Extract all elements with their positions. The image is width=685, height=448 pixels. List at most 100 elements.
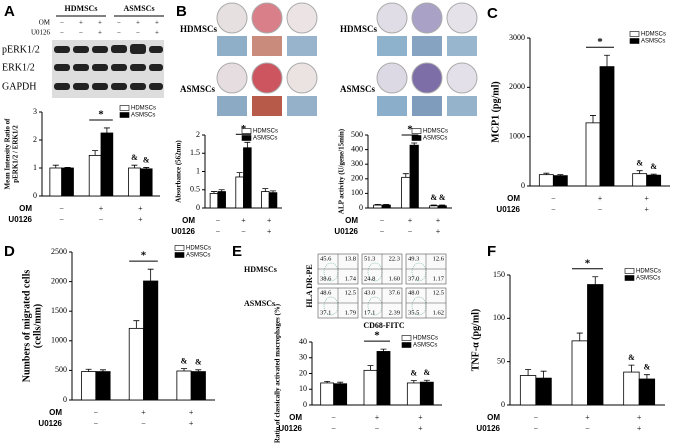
condition-sign: +	[598, 194, 603, 203]
y-axis-label: Absorbance (562nm)	[175, 140, 183, 203]
bar	[333, 383, 348, 406]
y-tick-label: 0	[521, 181, 525, 190]
bar	[128, 327, 144, 401]
condition-sign: +	[189, 419, 194, 428]
bar	[235, 176, 244, 209]
y-tick-label: 0	[63, 395, 67, 404]
condition-name: U0126	[496, 205, 520, 214]
significance-label: *	[597, 36, 603, 48]
legend-label: HDMSCs	[186, 246, 211, 252]
significance-mark: &	[439, 193, 446, 202]
quadrant-value: 48.0	[408, 289, 419, 296]
legend-swatch	[119, 112, 130, 118]
y-axis-label: MCP1 (pg/ml)	[490, 81, 501, 142]
flow-xlabel: CD68-FITC	[363, 321, 405, 330]
condition-name: OM	[19, 204, 32, 213]
condition-name: U0126	[171, 227, 195, 236]
y-tick-label: 500	[55, 365, 67, 374]
error-bar	[592, 276, 599, 285]
error-bar	[430, 204, 437, 206]
legend-label: HDMSCs	[131, 106, 156, 112]
quadrant-value: 37.0	[408, 275, 419, 282]
significance-label: *	[585, 257, 591, 269]
bar	[49, 167, 63, 197]
legend-swatch	[401, 335, 412, 341]
y-axis-label: Ratio of classically activated macrophag…	[274, 303, 282, 443]
bar	[143, 280, 159, 401]
staining-label: ASMSCs	[340, 84, 376, 94]
significance-mark: &	[650, 162, 657, 171]
significance-mark: &	[143, 155, 150, 164]
error-bar	[540, 370, 547, 379]
bar	[381, 204, 391, 209]
bar	[552, 175, 568, 187]
quadrant-value: 12.5	[345, 289, 356, 296]
legend-label: ASMSCs	[423, 136, 447, 142]
staining-label: HDMSCs	[180, 24, 217, 34]
panel-label: F	[487, 243, 496, 260]
y-tick-label: 2000	[509, 82, 525, 91]
error-bar	[337, 381, 344, 384]
quadrant-value: 45.6	[320, 255, 332, 262]
condition-name: OM	[49, 408, 62, 417]
bar	[623, 371, 640, 406]
error-bar	[650, 173, 657, 176]
flow-ylabel: HLA DR-PE	[305, 264, 314, 307]
y-tick-label: 0	[501, 400, 505, 409]
condition-sign: −	[331, 413, 336, 422]
bar	[429, 205, 439, 209]
y-tick-label: 0.5	[190, 185, 200, 194]
y-axis-label: Mean Intensity Ratio of	[4, 118, 12, 190]
bar	[139, 168, 153, 197]
legend-swatch	[174, 245, 185, 251]
y-tick-label: 1000	[509, 131, 525, 140]
condition-sign: −	[408, 227, 413, 236]
quadrant-value: 12.5	[433, 289, 444, 296]
condition-sign: +	[138, 215, 143, 224]
significance-mark: &	[131, 153, 138, 162]
blot-row-label: OM	[39, 19, 51, 27]
blot-row-label: U0126	[31, 29, 51, 37]
significance-mark: &	[628, 353, 635, 362]
y-tick-label: 2500	[51, 247, 67, 256]
panel-label: C	[487, 5, 498, 22]
blot-sign: −	[79, 29, 83, 37]
error-bar	[64, 167, 71, 168]
legend-label: ASMSCs	[186, 253, 210, 259]
bar	[409, 144, 419, 209]
band-label: ERK1/2	[2, 62, 35, 73]
error-bar	[85, 368, 92, 372]
y-tick-label: 10	[299, 384, 307, 393]
blot-sign: +	[98, 29, 102, 37]
blot-sign: +	[79, 19, 83, 27]
bar	[538, 174, 554, 187]
condition-sign: +	[436, 216, 441, 225]
legend-label: ASMSCs	[641, 39, 665, 45]
quadrant-value: 13.8	[345, 255, 356, 262]
error-bar	[411, 142, 418, 146]
quadrant-value: 1.62	[433, 309, 444, 316]
y-tick-label: 150	[493, 270, 505, 279]
legend-swatch	[401, 342, 412, 348]
condition-sign: −	[216, 216, 221, 225]
legend-swatch	[241, 128, 252, 134]
y-tick-label: 30	[299, 353, 307, 362]
error-bar	[99, 369, 106, 372]
quadrant-value: 43.0	[364, 289, 375, 296]
bar	[401, 176, 411, 209]
flow-row-label: ASMSCs	[244, 299, 275, 308]
condition-sign: +	[637, 424, 642, 433]
condition-sign: +	[418, 424, 423, 433]
blot-group: HDMSCs	[65, 4, 98, 13]
y-tick-label: 1	[33, 163, 37, 172]
error-bar	[374, 203, 381, 206]
bar	[61, 167, 74, 197]
bar	[599, 66, 615, 187]
quadrant-value: 1.74	[345, 275, 357, 282]
condition-sign: −	[380, 216, 385, 225]
condition-sign: +	[189, 408, 194, 417]
y-tick-label: 2	[196, 130, 200, 139]
condition-name: OM	[507, 194, 520, 203]
error-bar	[210, 191, 217, 194]
error-bar	[133, 320, 140, 329]
